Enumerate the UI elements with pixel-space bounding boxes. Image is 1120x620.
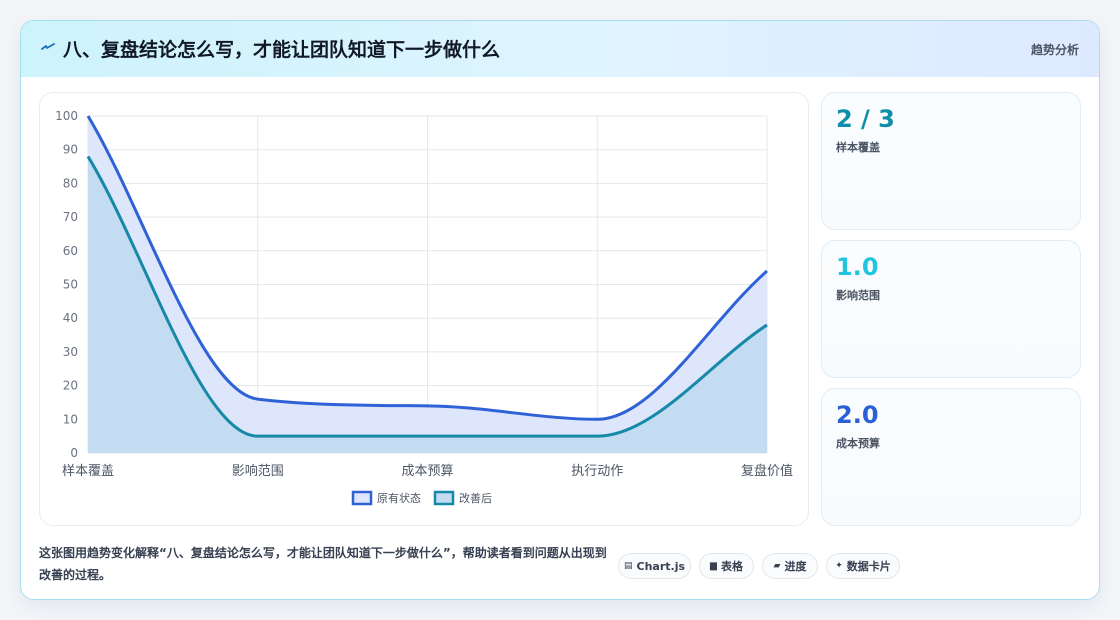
y-tick-label: 50 [63, 278, 78, 292]
card-header: 八、复盘结论怎么写，才能让团队知道下一步做什么 趋势分析 [21, 21, 1099, 77]
chip-progress[interactable]: ▰ 进度 [762, 553, 818, 579]
stat-card-impact: 1.0 影响范围 [821, 240, 1081, 378]
report-card: 八、复盘结论怎么写，才能让团队知道下一步做什么 趋势分析 0 10 20 30 40 50… [20, 20, 1100, 600]
y-tick-label: 40 [63, 311, 78, 325]
series-area-2 [88, 156, 767, 453]
y-tick-label: 80 [63, 176, 78, 190]
trend-chart: 0 10 20 30 40 50 60 70 80 90 100 样本覆盖 影响范围 成本预算 执行动作 复盘… [55, 109, 793, 506]
stat-label: 影响范围 [836, 289, 880, 302]
chart-icon: ▤ [623, 561, 633, 571]
chip-chartjs[interactable]: ▤ Chart.js [618, 553, 691, 579]
y-tick-label: 70 [63, 210, 78, 224]
y-tick-label: 10 [63, 412, 78, 426]
x-tick-label: 样本覆盖 [62, 464, 114, 479]
chip-label: 进度 [784, 560, 807, 573]
y-tick-label: 0 [70, 446, 78, 460]
chip-label: 数据卡片 [846, 560, 891, 573]
legend-label: 原有状态 [377, 491, 421, 505]
stat-label: 样本覆盖 [836, 141, 880, 154]
y-tick-label: 90 [63, 143, 78, 157]
series-line-1 [86, 115, 768, 421]
chart-panel: 0 10 20 30 40 50 60 70 80 90 100 样本覆盖 影响范围 成本预算 执行动作 复盘… [39, 92, 809, 526]
x-tick-label: 成本预算 [401, 464, 453, 479]
stat-label: 成本预算 [836, 437, 880, 450]
chip-data-card[interactable]: ✦ 数据卡片 [826, 553, 900, 579]
x-tick-label: 执行动作 [571, 464, 623, 479]
y-tick-label: 20 [63, 379, 78, 393]
stat-value: 2 / 3 [836, 105, 895, 133]
header-tag: 趋势分析 [1030, 43, 1079, 57]
chip-table[interactable]: ▆ 表格 [699, 553, 754, 579]
x-tick-label: 影响范围 [232, 463, 284, 479]
x-tick-label: 复盘价值 [741, 463, 793, 479]
stat-value: 1.0 [836, 253, 879, 281]
lightning-icon [41, 43, 55, 50]
table-icon: ▆ [710, 561, 717, 571]
series-line-2 [86, 155, 768, 438]
legend-swatch [433, 490, 455, 506]
progress-icon: ▰ [773, 561, 781, 571]
sparkle-icon: ✦ [835, 561, 843, 571]
y-tick-label: 100 [55, 109, 78, 123]
chip-label: Chart.js [636, 559, 686, 573]
chip-label: 表格 [720, 560, 743, 573]
y-tick-label: 30 [63, 345, 78, 359]
legend-label: 改善后 [459, 491, 492, 505]
stat-card-budget: 2.0 成本预算 [821, 388, 1081, 526]
legend-swatch [351, 490, 373, 506]
chart-description: 这张图用趋势变化解释“八、复盘结论怎么写，才能让团队知道下一步做什么”，帮助读者… [39, 546, 607, 582]
stat-value: 2.0 [836, 401, 879, 429]
y-tick-label: 60 [63, 244, 78, 258]
page-title: 八、复盘结论怎么写，才能让团队知道下一步做什么 [63, 39, 501, 61]
stat-card-coverage: 2 / 3 样本覆盖 [821, 92, 1081, 230]
